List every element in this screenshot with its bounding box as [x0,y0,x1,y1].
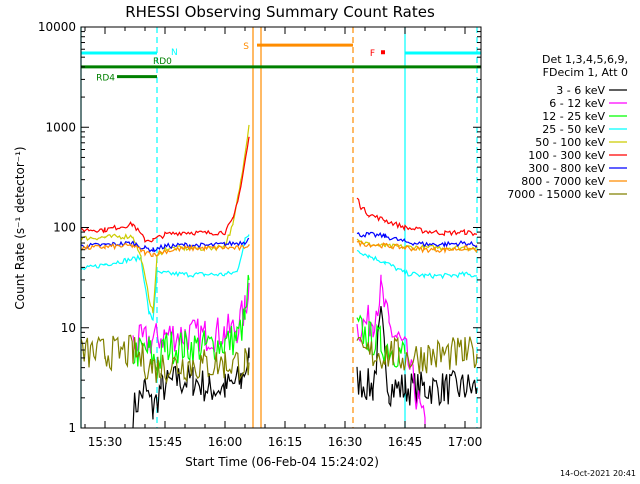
flag-label-5: RD4 [96,74,115,84]
legend-header-0: Det 1,3,4,5,6,9, [542,53,628,66]
series-line-3-b [356,249,478,280]
flag-label-0: N [171,48,178,58]
series-line-7 [80,242,250,258]
x-axis-ticks: 15:30 15:45 16:00 16:15 16:30 16:45 17:00 [84,27,483,449]
legend-entry-8: 7000 - 15000 keV [507,188,605,201]
y-tick-label-0: 1 [68,421,76,435]
legend-entry-3: 25 - 50 keV [542,123,605,136]
legend-entry-7: 800 - 7000 keV [521,175,605,188]
series-line-2-b [356,314,406,368]
legend-entry-0: 3 - 6 keV [556,84,605,97]
legend: Det 1,3,4,5,6,9,FDecim 1, Att 0 3 - 6 keV… [507,53,628,201]
footer-date: 14-Oct-2021 20:41 [560,469,636,478]
x-tick-label-5: 16:45 [388,435,423,449]
y-axis-ticks: 1 10 100 1000 10000 [38,20,481,435]
legend-entry-4: 50 - 100 keV [535,136,605,149]
flag-label-3: F [370,49,375,59]
series-line-3 [80,234,250,322]
y-tick-label-3: 1000 [45,120,76,134]
y-tick-label-4: 10000 [38,20,76,34]
y-tick-label-2: 100 [53,221,76,235]
x-tick-label-3: 16:15 [268,435,303,449]
series-line-8-b [356,336,478,374]
series-line-6-b [356,231,478,248]
x-tick-label-1: 15:45 [148,435,183,449]
series-line-6 [80,237,250,253]
x-axis-label: Start Time (06-Feb-04 15:24:02) [185,455,379,469]
y-tick-label-1: 10 [61,321,76,335]
series-line-8 [80,334,250,385]
legend-entry-1: 6 - 12 keV [549,97,605,110]
x-tick-label-2: 16:00 [208,435,243,449]
series-line-5-b [356,197,478,237]
x-tick-label-4: 16:30 [328,435,363,449]
legend-entry-2: 12 - 25 keV [542,110,605,123]
flag-label-4: RD0 [153,57,172,67]
series-line-1 [132,282,250,356]
data-series [80,124,478,428]
series-line-1-b [356,274,426,428]
x-tick-label-6: 17:00 [448,435,483,449]
x-tick-label-0: 15:30 [88,435,123,449]
series-line-5 [80,136,250,243]
chart-title: RHESSI Observing Summary Count Rates [125,3,435,21]
legend-entry-5: 100 - 300 keV [528,149,605,162]
series-line-7-b [356,240,478,254]
y-axis-label: Count Rate (s⁻¹ detector⁻¹) [13,146,27,309]
flag-label-2: S [243,42,249,52]
legend-entry-6: 300 - 800 keV [528,162,605,175]
legend-header-1: FDecim 1, Att 0 [543,66,628,79]
series-line-0-b [356,306,478,408]
status-flags: N S F RD0 RD4 [81,42,481,84]
